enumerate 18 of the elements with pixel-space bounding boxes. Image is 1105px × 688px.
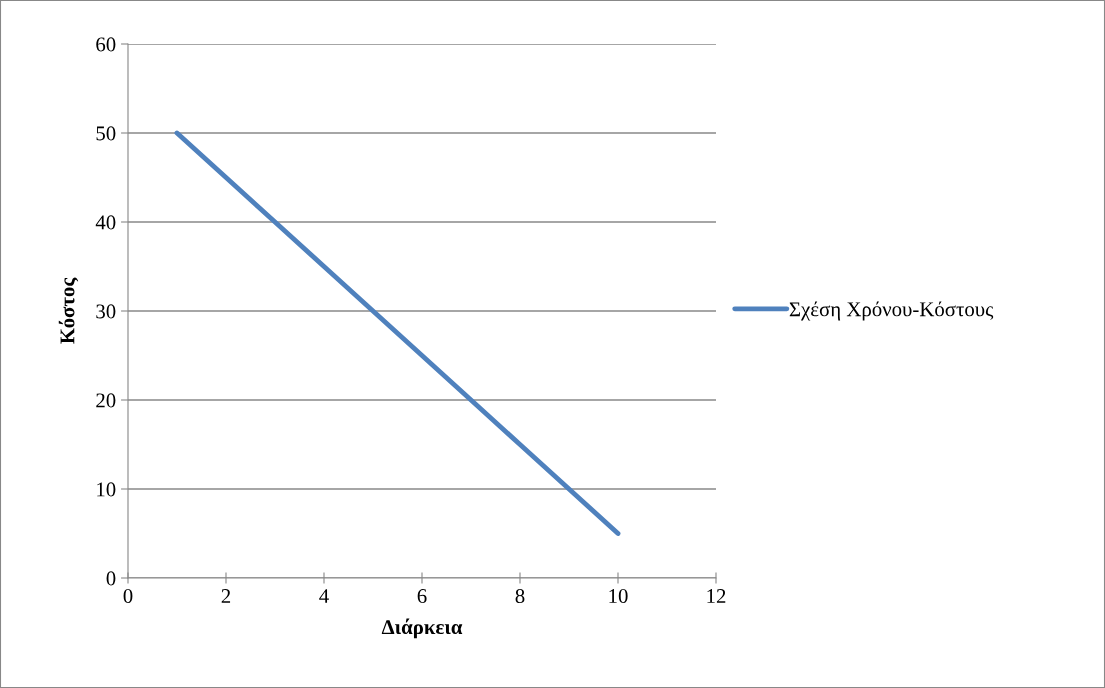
x-tick-label: 2 (221, 589, 231, 603)
x-tick-label: 12 (707, 589, 726, 603)
y-tick-label: 10 (97, 482, 116, 497)
legend-label: Σχέση Χρόνου-Κόστους (789, 301, 994, 321)
y-tick-label: 40 (95, 215, 116, 230)
x-tick-label: 6 (417, 589, 427, 604)
x-tick-label: 10 (609, 589, 628, 604)
y-tick-label: 0 (106, 571, 116, 586)
y-tick-label: 20 (96, 393, 116, 408)
y-tick-label: 30 (96, 304, 116, 319)
x-tick-label: 8 (515, 589, 525, 604)
y-tick-label: 50 (96, 126, 116, 141)
x-tick-label: 0 (123, 589, 133, 604)
y-tick-label: 60 (96, 37, 116, 52)
x-tick-label: 4 (319, 589, 329, 603)
y-axis-title: Κόστος (58, 277, 79, 344)
x-axis-title: Διάρκεια (381, 618, 463, 639)
line-series (174, 130, 621, 536)
